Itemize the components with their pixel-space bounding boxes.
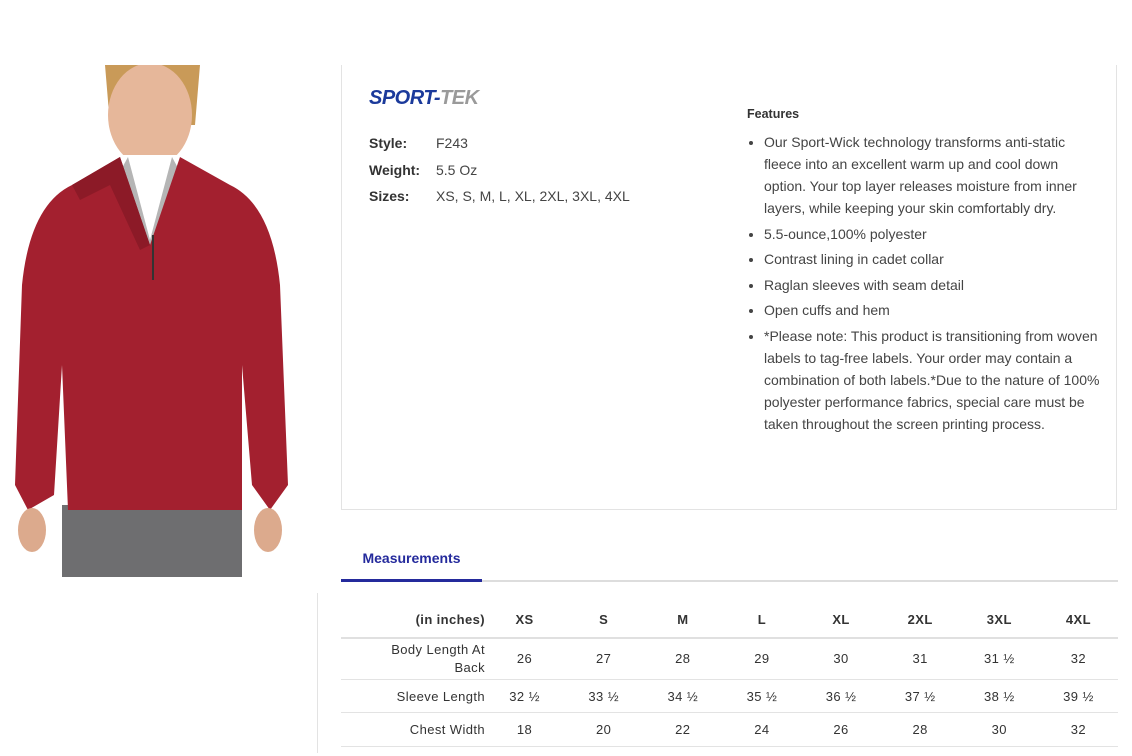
table-cell: 30 <box>959 712 1039 747</box>
table-cell: 30 <box>801 638 881 680</box>
features-title: Features <box>747 107 800 121</box>
table-header-row: (in inches) XS S M L XL 2XL 3XL 4XL <box>341 601 1118 639</box>
row-label: Chest Width <box>341 712 485 747</box>
table-cell: 37 ½ <box>880 679 960 713</box>
size-header: XS <box>485 601 565 639</box>
table-cell: 31 <box>880 638 960 680</box>
size-header: 4XL <box>1038 601 1118 639</box>
table-row: Chest Width 18 20 22 24 26 28 30 32 <box>341 712 1118 747</box>
table-cell: 39 ½ <box>1038 679 1118 713</box>
table-cell: 18 <box>485 712 565 747</box>
table-cell: 28 <box>643 638 723 680</box>
table-cell: 35 ½ <box>722 679 802 713</box>
table-cell: 24 <box>722 712 802 747</box>
size-header: L <box>722 601 802 639</box>
table-cell: 27 <box>564 638 644 680</box>
tab-measurements[interactable]: Measurements <box>341 540 482 582</box>
feature-item: Our Sport-Wick technology transforms ant… <box>764 131 1102 219</box>
feature-item: Contrast lining in cadet collar <box>764 248 1102 270</box>
sport-tek-logo: SPORT-TEK <box>369 87 479 109</box>
size-header: 2XL <box>880 601 960 639</box>
size-header: S <box>564 601 644 639</box>
product-image <box>15 65 288 577</box>
table-cell: 34 ½ <box>643 679 723 713</box>
size-header: XL <box>801 601 881 639</box>
row-label: Body Length At Back <box>341 638 485 680</box>
unit-label: (in inches) <box>341 601 485 639</box>
table-cell: 32 <box>1038 638 1118 680</box>
features-section: Features Our Sport-Wick technology trans… <box>747 107 1102 438</box>
table-cell: 22 <box>643 712 723 747</box>
table-cell: 28 <box>880 712 960 747</box>
measurements-table: (in inches) XS S M L XL 2XL 3XL 4XL Body… <box>341 601 1118 747</box>
size-header: M <box>643 601 723 639</box>
feature-item: Open cuffs and hem <box>764 299 1102 321</box>
table-cell: 32 ½ <box>485 679 565 713</box>
table-cell: 20 <box>564 712 644 747</box>
spec-weight: Weight: 5.5 Oz <box>369 161 478 178</box>
spec-sizes: Sizes: XS, S, M, L, XL, 2XL, 3XL, 4XL <box>369 188 630 204</box>
table-cell: 31 ½ <box>959 638 1039 680</box>
table-cell: 32 <box>1038 712 1118 747</box>
spec-style: Style: F243 <box>369 135 468 151</box>
tab-divider <box>482 580 1118 582</box>
product-info-card: SPORT-TEK Style: F243 Weight: 5.5 Oz Sizes… <box>341 65 1117 510</box>
table-row: Sleeve Length 32 ½ 33 ½ 34 ½ 35 ½ 36 ½ 37 ½ 38 … <box>341 679 1118 713</box>
row-label: Sleeve Length <box>341 679 485 713</box>
table-cell: 26 <box>485 638 565 680</box>
table-cell: 26 <box>801 712 881 747</box>
feature-item: *Please note: This product is transition… <box>764 325 1102 435</box>
table-cell: 33 ½ <box>564 679 644 713</box>
feature-item: Raglan sleeves with seam detail <box>764 274 1102 296</box>
size-header: 3XL <box>959 601 1039 639</box>
features-list: Our Sport-Wick technology transforms ant… <box>747 131 1102 435</box>
divider <box>317 593 318 753</box>
table-cell: 29 <box>722 638 802 680</box>
table-cell: 38 ½ <box>959 679 1039 713</box>
table-cell: 36 ½ <box>801 679 881 713</box>
product-specs: Style: F243 Weight: 5.5 Oz Sizes: XS, S, M,… <box>369 135 630 215</box>
feature-item: 5.5-ounce,100% polyester <box>764 223 1102 245</box>
table-row: Body Length At Back 26 27 28 29 30 31 31 ½ 32 <box>341 638 1118 680</box>
